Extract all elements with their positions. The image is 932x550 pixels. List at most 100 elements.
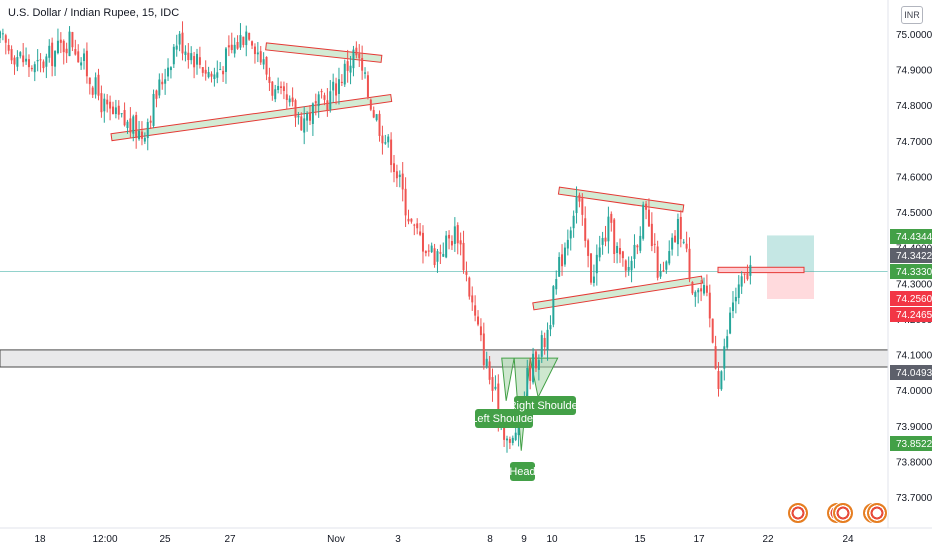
candle-body xyxy=(97,74,100,96)
y-tick-label: 74.7000 xyxy=(896,137,932,148)
currency-button[interactable]: INR xyxy=(901,6,923,24)
candle-body xyxy=(1,33,4,35)
candle-body xyxy=(13,57,16,65)
flag-icon[interactable] xyxy=(866,502,888,524)
candle-body xyxy=(595,254,598,274)
event-flags-1[interactable] xyxy=(787,502,813,524)
pattern-label-text: Left Shoulder xyxy=(471,413,537,425)
candle-body xyxy=(33,64,36,73)
candle-body xyxy=(624,260,627,271)
candle-body xyxy=(16,57,19,67)
candle-body xyxy=(161,81,164,85)
x-tick-label: 9 xyxy=(521,534,527,545)
candle-body xyxy=(618,248,621,255)
price-label-text: 74.3422 xyxy=(896,251,932,262)
flag-icon[interactable] xyxy=(832,502,854,524)
price-label-text: 74.0493 xyxy=(896,368,932,379)
candle-body xyxy=(401,173,404,190)
candle-body xyxy=(705,285,708,293)
candle-body xyxy=(282,86,285,91)
candle-body xyxy=(468,277,471,297)
candle-body xyxy=(448,234,451,239)
candle-body xyxy=(175,45,178,50)
candle-body xyxy=(45,56,48,67)
x-tick-label: 3 xyxy=(395,534,401,545)
candle-body xyxy=(540,335,543,357)
candle-body xyxy=(152,93,155,126)
candle-body xyxy=(572,215,575,229)
candle-body xyxy=(456,225,459,244)
candle-body xyxy=(204,69,207,74)
candle-body xyxy=(4,35,7,43)
candle-body xyxy=(477,316,480,325)
wedge-band-lower-left xyxy=(110,93,393,142)
y-tick-label: 74.0000 xyxy=(896,386,932,397)
candle-body xyxy=(248,32,251,40)
candle-body xyxy=(691,282,694,294)
candle-body xyxy=(494,386,497,389)
candle-body xyxy=(158,79,161,96)
candle-body xyxy=(378,113,381,136)
candle-body xyxy=(114,107,117,115)
pattern-label-box xyxy=(514,396,576,415)
candle-body xyxy=(717,370,720,389)
candle-body xyxy=(361,57,364,71)
candle-body xyxy=(566,239,569,249)
candle-body xyxy=(85,50,88,77)
candle-body xyxy=(117,105,120,115)
event-flags-3[interactable] xyxy=(862,502,888,524)
flag-icon[interactable] xyxy=(787,502,809,524)
candle-body xyxy=(506,438,508,441)
candle-body xyxy=(578,194,581,202)
candle-body xyxy=(0,31,1,39)
y-tick-label: 73.8000 xyxy=(896,457,932,468)
candle-body xyxy=(598,247,601,258)
candle-body xyxy=(343,63,346,85)
candle-body xyxy=(491,377,494,391)
candle-body xyxy=(146,122,149,139)
candle-body xyxy=(413,224,416,226)
pattern-label[interactable]: Right Shoulder xyxy=(509,396,582,415)
candle-body xyxy=(390,139,393,165)
price-label-box xyxy=(890,365,932,380)
candle-body xyxy=(129,118,132,133)
price-label: 74.0493 xyxy=(890,365,932,380)
candle-body xyxy=(534,351,537,369)
candle-body xyxy=(679,216,682,240)
position-target-zone xyxy=(767,235,814,272)
candle-body xyxy=(172,46,175,65)
pattern-label[interactable]: Head xyxy=(509,462,536,481)
price-label-box xyxy=(890,264,932,279)
candle-body xyxy=(590,253,593,283)
candle-body xyxy=(149,120,152,123)
event-flags-2[interactable] xyxy=(826,502,856,524)
candle-body xyxy=(198,57,201,65)
candle-body xyxy=(169,67,172,71)
candle-body xyxy=(384,142,387,144)
candle-body xyxy=(306,113,309,121)
candle-body xyxy=(682,241,685,243)
candle-body xyxy=(529,365,532,381)
candle-body xyxy=(674,235,677,242)
candle-body xyxy=(213,74,216,79)
candle-body xyxy=(453,226,456,244)
candle-body xyxy=(700,288,703,292)
price-label-text: 73.8522 xyxy=(896,439,932,450)
candle-body xyxy=(230,44,233,51)
candle-body xyxy=(280,86,283,88)
candle-body xyxy=(314,101,317,104)
candle-body xyxy=(303,118,306,133)
candle-body xyxy=(479,326,482,336)
candle-body xyxy=(436,251,439,262)
price-label-text: 74.2465 xyxy=(896,310,932,321)
candle-body xyxy=(421,232,424,252)
candle-body xyxy=(51,42,54,67)
candle-body xyxy=(381,135,384,144)
candle-body xyxy=(532,353,535,383)
candle-body xyxy=(697,289,700,293)
candle-body xyxy=(375,114,378,121)
candle-body xyxy=(749,264,752,276)
candle-body xyxy=(239,35,242,48)
